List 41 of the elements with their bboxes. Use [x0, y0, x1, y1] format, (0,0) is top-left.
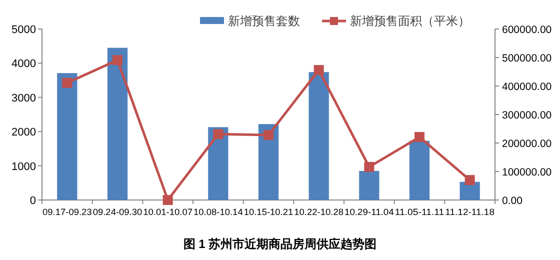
- y2-tick-label: 500000.00: [502, 52, 552, 64]
- point: [264, 130, 274, 140]
- y-tick-label: 3000: [12, 92, 36, 104]
- point: [62, 78, 72, 88]
- y2-tick-label: 0.00: [502, 195, 523, 207]
- x-tick-label: 09.24-09.30: [92, 207, 142, 217]
- x-tick-label: 11.12-11.18: [445, 207, 494, 217]
- legend-label: 新增预售面积（平米）: [350, 14, 470, 28]
- point: [112, 55, 122, 66]
- y2-tick-label: 600000.00: [502, 24, 552, 36]
- x-tick-label: 11.05-11.11: [394, 207, 444, 217]
- point: [414, 132, 424, 142]
- x-tick-label: 10.29-11.04: [344, 207, 394, 217]
- bar: [308, 72, 329, 200]
- y2-tick-label: 200000.00: [502, 138, 552, 150]
- x-tick-label: 10.01-10.07: [143, 207, 192, 217]
- x-tick-label: 10.08-10.14: [194, 207, 243, 217]
- x-tick-label: 09.17-09.23: [42, 207, 92, 217]
- y2-tick-label: 300000.00: [502, 110, 552, 122]
- point: [314, 65, 324, 76]
- bar: [258, 124, 279, 200]
- y-tick-label: 5000: [12, 24, 36, 36]
- text: 图 1 苏州市近期商品房周供应趋势图: [183, 237, 377, 251]
- x-tick-label: 10.15-10.21: [244, 207, 294, 217]
- legend-label: 新增预售套数: [228, 14, 300, 28]
- point: [364, 162, 374, 172]
- point: [213, 129, 224, 140]
- x-tick-label: 10.22-10.28: [294, 207, 344, 217]
- y-tick-label: 4000: [12, 58, 36, 70]
- y2-tick-label: 400000.00: [502, 81, 552, 93]
- bar: [460, 182, 480, 200]
- bar: [359, 170, 380, 200]
- point: [162, 195, 173, 205]
- y-tick-label: 1000: [12, 160, 36, 173]
- y-tick-label: 2000: [12, 126, 36, 139]
- y-tick-label: 0: [30, 195, 36, 207]
- y2-tick-label: 100000.00: [502, 166, 552, 178]
- bar: [57, 73, 78, 200]
- bar: [107, 48, 128, 200]
- point: [464, 175, 475, 186]
- bar: [409, 140, 430, 200]
